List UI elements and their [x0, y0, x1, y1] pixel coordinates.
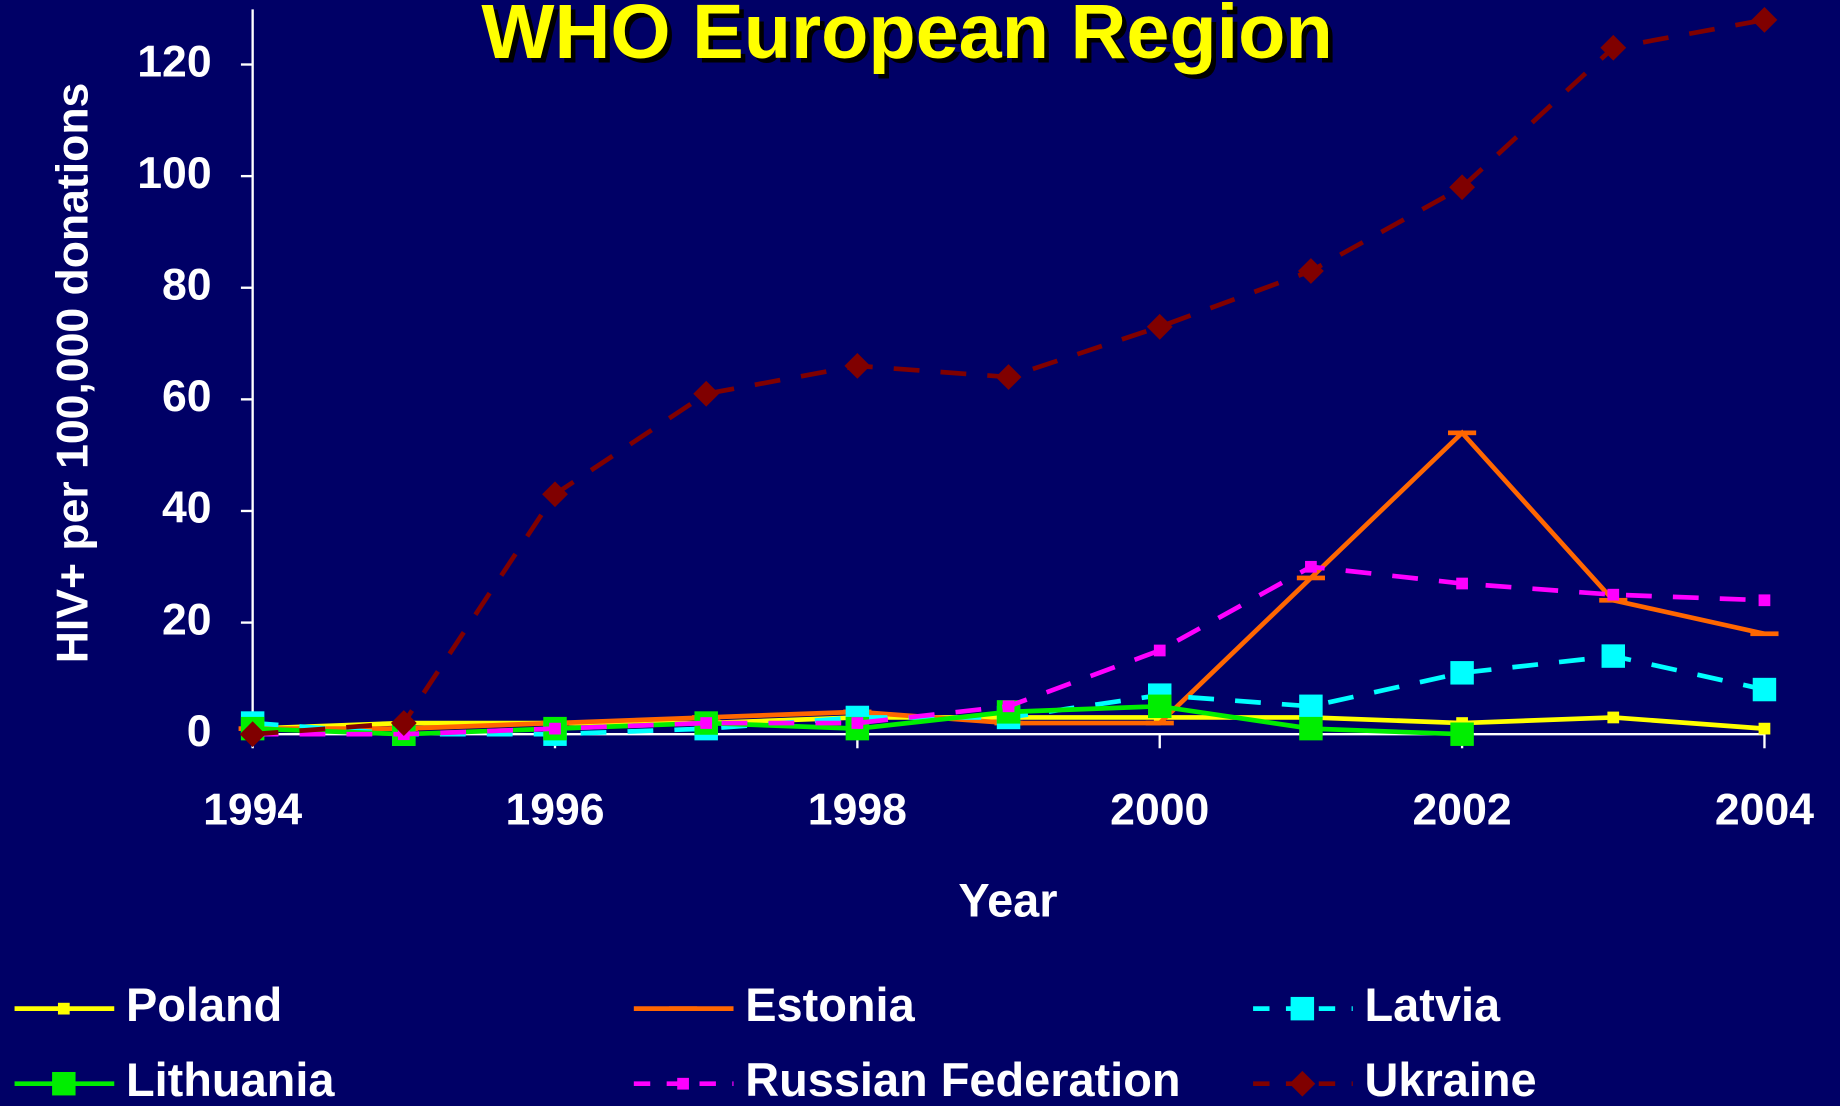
- marker: [1305, 560, 1317, 573]
- marker: [1751, 6, 1778, 33]
- legend-label: Latvia: [1365, 979, 1501, 1031]
- marker: [1148, 694, 1172, 719]
- x-axis-label: Year: [958, 875, 1057, 927]
- marker: [844, 352, 871, 379]
- marker: [1448, 430, 1477, 436]
- chart-title-shadow: WHO European Region: [486, 0, 1337, 80]
- marker: [1145, 720, 1174, 726]
- marker: [1289, 1070, 1316, 1097]
- x-tick-label: 2002: [1413, 786, 1512, 835]
- marker: [1002, 700, 1015, 713]
- marker: [1752, 677, 1777, 702]
- marker: [1607, 711, 1620, 724]
- legend-label: Ukraine: [1365, 1054, 1537, 1106]
- y-tick-label: 100: [137, 149, 211, 198]
- y-tick-label: 120: [137, 37, 211, 86]
- marker: [1299, 694, 1323, 719]
- marker: [1601, 644, 1626, 668]
- marker: [1607, 588, 1620, 601]
- marker: [1456, 577, 1468, 590]
- y-tick-label: 60: [162, 372, 212, 421]
- legend-label: Russian Federation: [745, 1054, 1180, 1106]
- marker: [1600, 34, 1627, 61]
- marker: [1450, 661, 1474, 685]
- marker: [1758, 594, 1771, 607]
- x-tick-label: 1998: [808, 786, 907, 835]
- y-tick-label: 20: [162, 595, 212, 644]
- x-tick-label: 1994: [203, 786, 302, 835]
- chart-title: WHO European Region: [481, 0, 1332, 75]
- marker: [1290, 996, 1315, 1021]
- y-axis-label: HIV+ per 100,000 donations: [48, 83, 97, 664]
- marker: [542, 481, 568, 508]
- marker: [1153, 644, 1166, 657]
- y-tick-label: 80: [162, 261, 212, 310]
- marker: [239, 721, 266, 748]
- legend-label: Poland: [126, 979, 282, 1031]
- marker: [549, 722, 561, 735]
- marker: [52, 1071, 76, 1096]
- x-tick-label: 2000: [1110, 786, 1209, 835]
- marker: [669, 1006, 698, 1011]
- marker: [57, 1002, 70, 1015]
- y-tick-label: 40: [162, 484, 212, 533]
- y-tick-label: 0: [187, 707, 212, 756]
- x-tick-label: 2004: [1715, 786, 1814, 835]
- marker: [1450, 722, 1474, 746]
- marker: [1449, 174, 1475, 201]
- marker: [1296, 575, 1325, 581]
- legend-label: Lithuania: [126, 1054, 335, 1106]
- marker: [1750, 631, 1779, 637]
- marker: [390, 710, 417, 736]
- x-tick-label: 1996: [505, 786, 604, 835]
- marker: [1758, 722, 1771, 735]
- marker: [1299, 716, 1323, 741]
- marker: [700, 717, 713, 729]
- marker: [1298, 258, 1324, 284]
- marker: [677, 1077, 689, 1090]
- legend-label: Estonia: [745, 979, 915, 1031]
- marker: [851, 717, 864, 729]
